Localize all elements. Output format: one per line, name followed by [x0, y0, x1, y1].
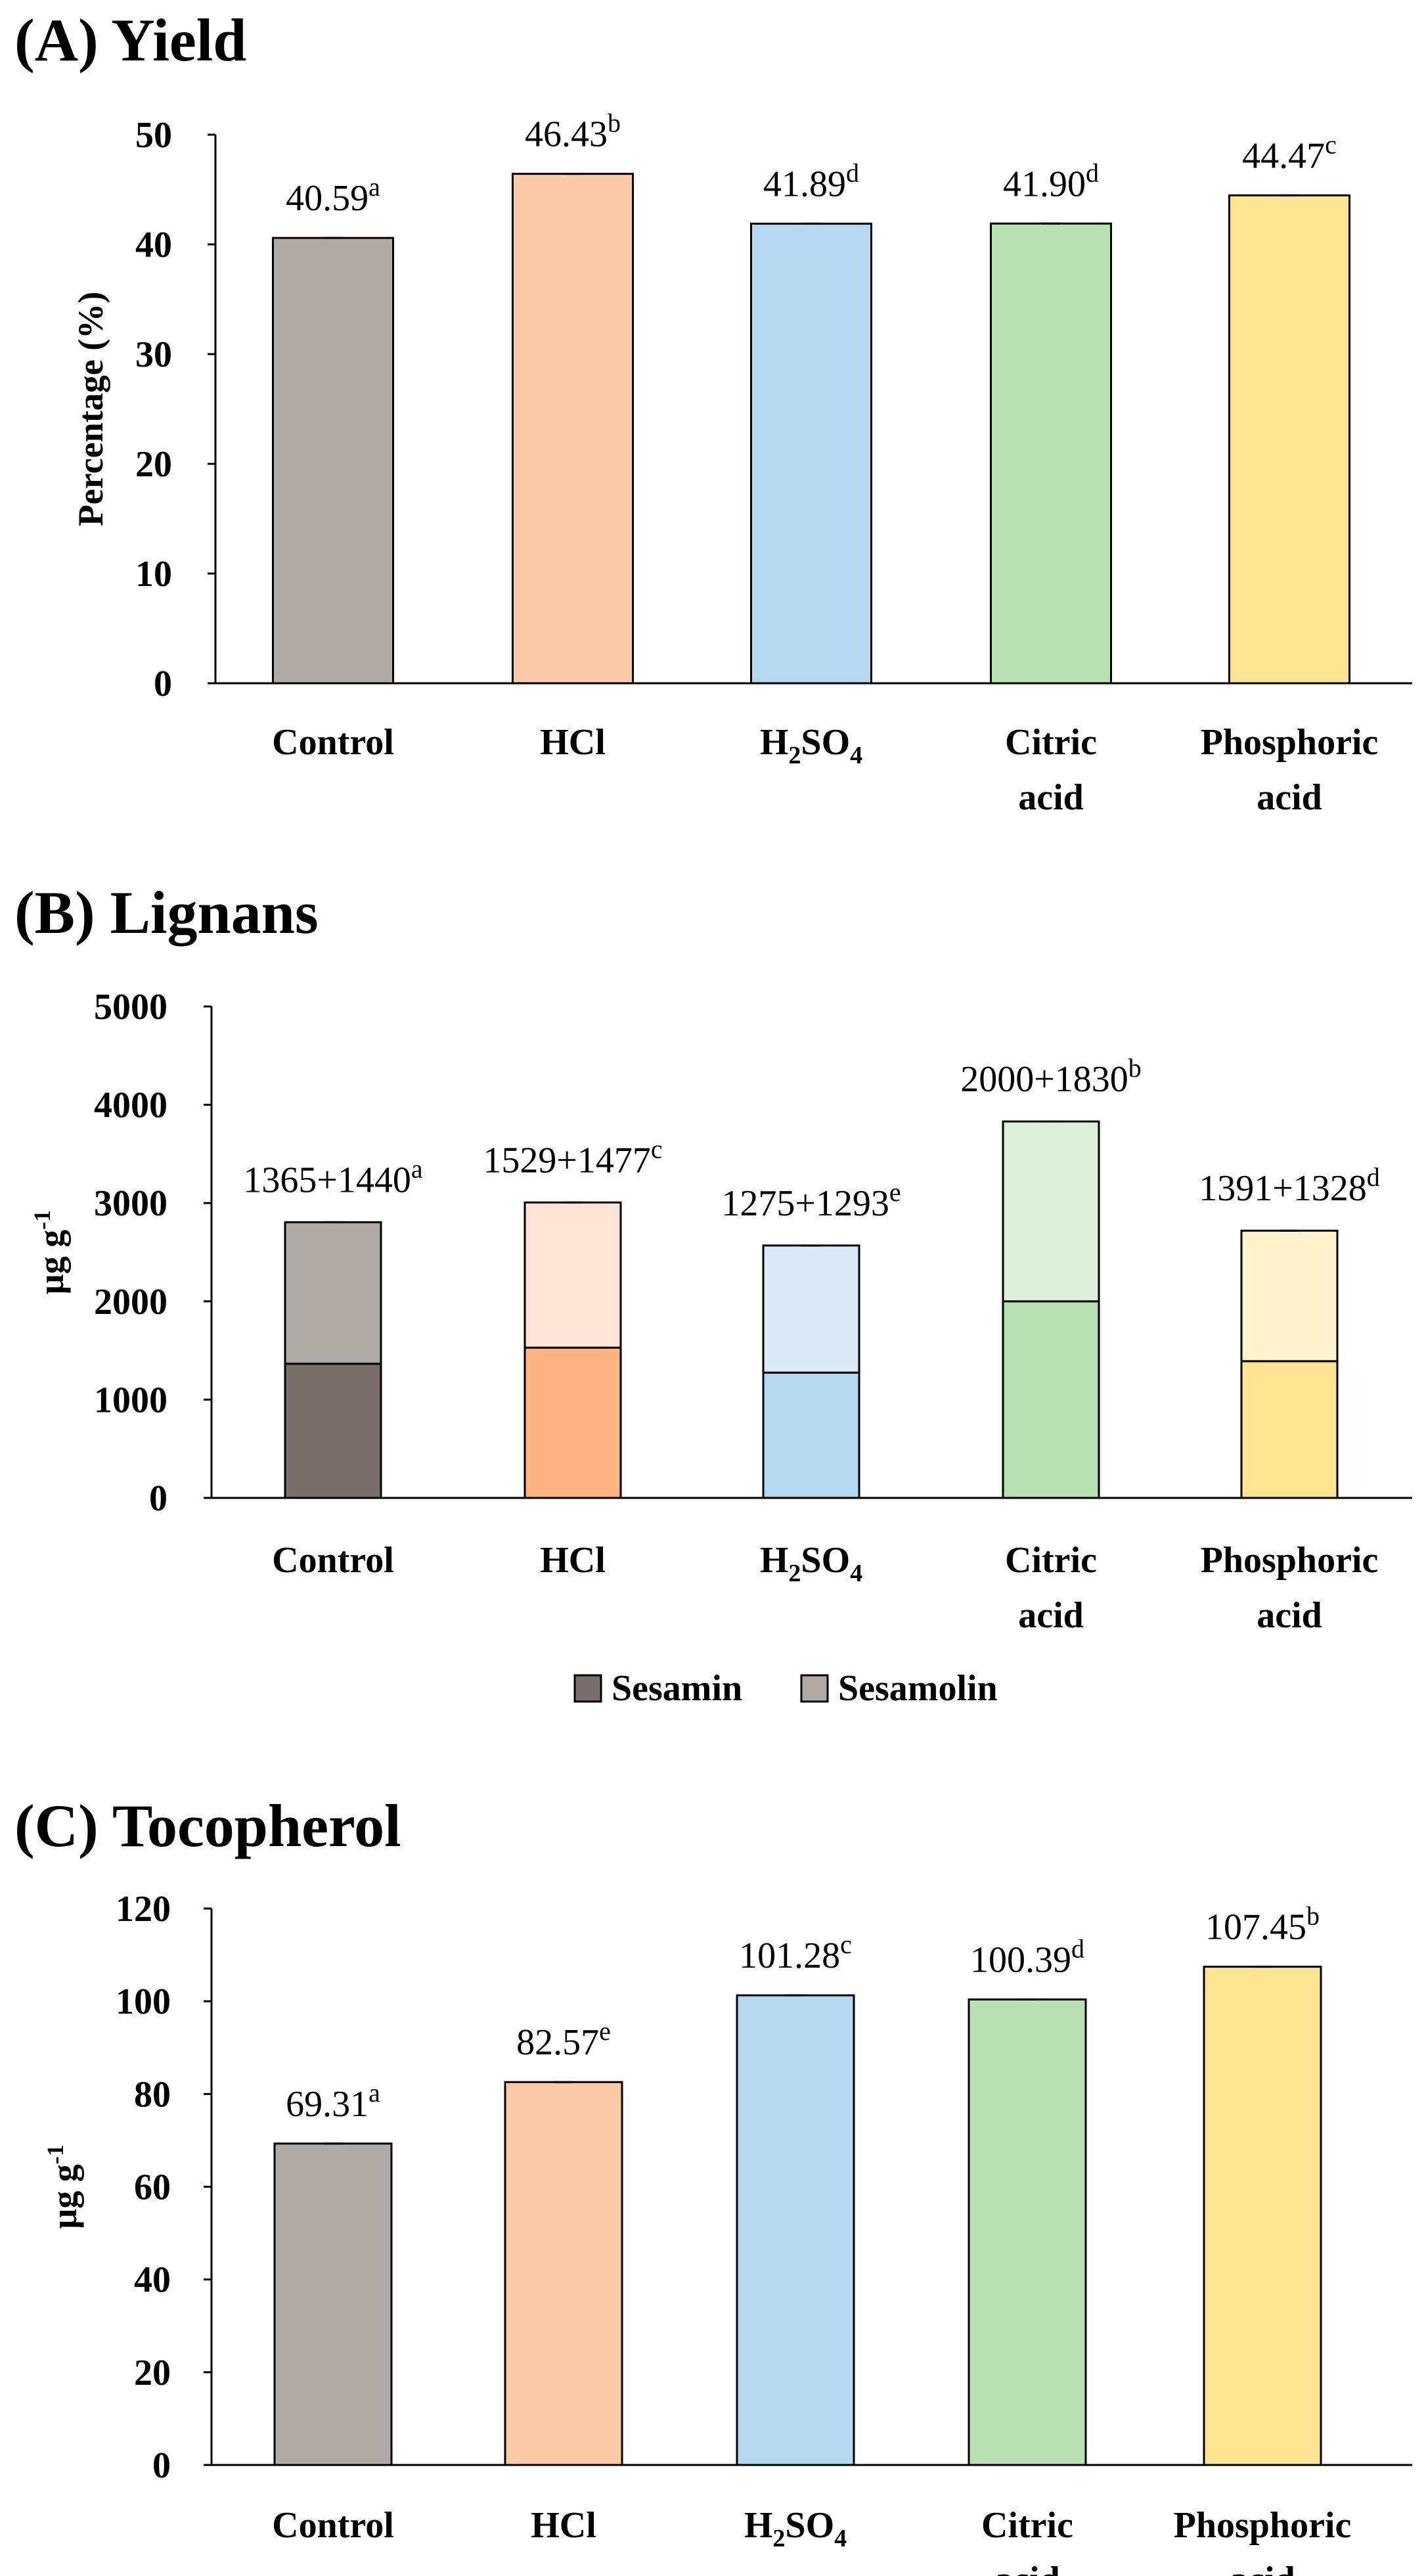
category-label-4: Citric: [981, 2505, 1073, 2546]
category-label-4-line2: acid: [994, 2560, 1060, 2576]
y-tick-label: 0: [149, 1478, 167, 1519]
y-tick-label: 20: [135, 444, 172, 485]
panel-title: (A) Yield: [14, 7, 246, 74]
bar-segment-sesamolin-4: [1002, 1120, 1100, 1303]
data-label-3: 41.89d: [763, 158, 859, 204]
y-tick-label: 30: [135, 334, 172, 375]
bar-segment-sesamin-3: [762, 1371, 860, 1499]
bar-3: [750, 222, 872, 685]
y-tick-label: 100: [116, 1981, 171, 2022]
bar-segment-sesamin-5: [1240, 1360, 1339, 1499]
bar-1: [273, 2142, 393, 2466]
bar-segment-sesamin-1: [284, 1363, 382, 1499]
category-label-5-line2: acid: [1230, 2560, 1295, 2576]
bar-4: [968, 1998, 1087, 2466]
panel-title: (C) Tocopherol: [14, 1792, 401, 1859]
category-label-2: HCl: [540, 1540, 606, 1581]
bar-segment-sesamin-4: [1002, 1300, 1100, 1499]
data-label-4: 100.39d: [970, 1933, 1084, 1980]
category-label-1: Control: [272, 2505, 394, 2546]
bar-3: [736, 1994, 855, 2466]
legend-swatch-sesamolin: [800, 1674, 829, 1703]
data-label-5: 107.45b: [1205, 1901, 1320, 1948]
category-label-3: H2SO4: [744, 2505, 847, 2552]
chart-panel-3: (C) Tocopherol 0 20 40 60 80 100 120 µg g-1 69.31…: [14, 1792, 1412, 2576]
category-label-4: Citric: [1005, 722, 1097, 763]
data-label-2: 1529+1477c: [483, 1134, 662, 1181]
bar-segment-sesamolin-5: [1240, 1229, 1339, 1363]
bar-5: [1228, 194, 1350, 685]
data-label-1: 69.31a: [286, 2078, 380, 2125]
data-label-3: 101.28c: [739, 1930, 852, 1976]
category-label-3: H2SO4: [760, 722, 862, 769]
y-tick-label: 0: [152, 2445, 171, 2486]
y-tick-label: 5000: [94, 987, 167, 1028]
y-tick-label: 4000: [94, 1085, 167, 1126]
y-tick-label: 10: [135, 554, 172, 595]
y-tick-label: 50: [135, 115, 172, 156]
bar-2: [504, 2081, 623, 2466]
y-axis-label: Percentage (%): [71, 292, 110, 526]
legend-label-sesamin: Sesamin: [612, 1668, 742, 1709]
category-label-5-line2: acid: [1257, 777, 1322, 818]
y-tick-label: 40: [134, 2260, 171, 2301]
bar-2: [512, 173, 634, 685]
y-tick-label: 60: [134, 2167, 171, 2208]
data-label-1: 1365+1440a: [243, 1154, 423, 1200]
bar-segment-sesamolin-3: [762, 1244, 860, 1374]
bar-1: [272, 237, 394, 685]
data-label-4: 2000+1830b: [960, 1053, 1142, 1100]
panel-title: (B) Lignans: [14, 879, 319, 946]
y-tick-label: 120: [116, 1889, 171, 1930]
data-label-4: 41.90d: [1003, 158, 1099, 204]
data-label-2: 82.57e: [516, 2016, 611, 2063]
y-tick-label: 3000: [94, 1183, 167, 1224]
chart-panel-2: (B) Lignans 0 1000 2000 3000 4000 5000 µg g-1 13…: [14, 879, 1412, 1709]
y-tick-label: 1000: [94, 1380, 167, 1420]
bar-segment-sesamin-2: [524, 1346, 622, 1499]
data-label-3: 1275+1293e: [721, 1177, 901, 1224]
y-tick-label: 0: [154, 664, 172, 704]
category-label-4: Citric: [1005, 1540, 1097, 1581]
category-label-5: Phosphoric: [1201, 1540, 1379, 1581]
category-label-1: Control: [272, 1540, 394, 1581]
category-label-4-line2: acid: [1018, 777, 1084, 818]
legend-label-sesamolin: Sesamolin: [838, 1668, 998, 1709]
data-label-5: 44.47c: [1242, 129, 1337, 176]
y-tick-label: 40: [135, 225, 172, 265]
chart-panel-1: (A) Yield 0 10 20 30 40 50 Percentage (%) 40.59a…: [14, 7, 1412, 818]
category-label-2: HCl: [540, 722, 606, 763]
data-label-1: 40.59a: [286, 172, 380, 219]
bar-5: [1203, 1966, 1322, 2466]
category-label-5: Phosphoric: [1201, 722, 1379, 763]
y-axis-label: µg g-1: [42, 2144, 84, 2229]
category-label-1: Control: [272, 722, 394, 763]
category-label-3: H2SO4: [760, 1540, 862, 1587]
data-label-2: 46.43b: [525, 108, 621, 155]
bar-4: [990, 222, 1112, 685]
y-tick-label: 20: [134, 2353, 171, 2393]
bar-segment-sesamolin-2: [524, 1201, 622, 1349]
bar-segment-sesamolin-1: [284, 1221, 382, 1365]
data-label-5: 1391+1328d: [1199, 1162, 1380, 1209]
y-tick-label: 2000: [94, 1282, 167, 1322]
y-tick-label: 80: [134, 2074, 171, 2115]
category-label-5: Phosphoric: [1174, 2505, 1352, 2546]
legend: Sesamin Sesamolin: [573, 1668, 998, 1709]
legend-swatch-sesamin: [573, 1674, 602, 1703]
category-label-5-line2: acid: [1257, 1595, 1322, 1636]
category-label-4-line2: acid: [1018, 1595, 1084, 1636]
category-label-2: HCl: [531, 2505, 596, 2546]
y-axis-label: µg g-1: [29, 1210, 71, 1295]
